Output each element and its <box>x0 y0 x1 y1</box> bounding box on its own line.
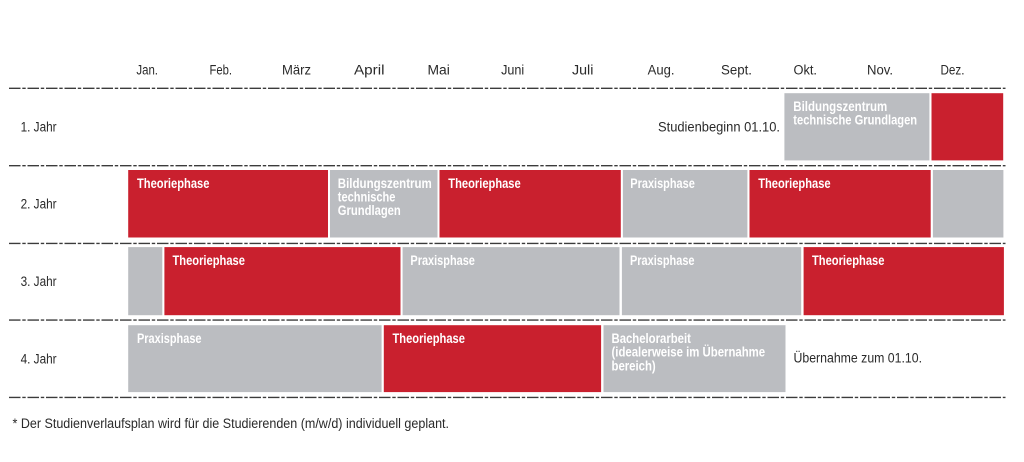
svg-text:Bachelorarbeit: Bachelorarbeit <box>612 331 692 347</box>
svg-text:Theoriephase: Theoriephase <box>812 253 884 269</box>
svg-text:Juli: Juli <box>572 63 593 79</box>
svg-text:Nov.: Nov. <box>867 63 893 79</box>
svg-text:Jan.: Jan. <box>136 63 158 79</box>
svg-text:Dez.: Dez. <box>941 63 965 79</box>
svg-text:April: April <box>354 63 385 79</box>
svg-text:Übernahme zum 01.10.: Übernahme zum 01.10. <box>794 349 923 367</box>
svg-text:Bildungszentrum: Bildungszentrum <box>793 99 887 115</box>
svg-text:Okt.: Okt. <box>794 63 818 79</box>
svg-text:Theoriephase: Theoriephase <box>758 176 830 192</box>
svg-text:Feb.: Feb. <box>210 63 233 79</box>
svg-text:Praxisphase: Praxisphase <box>137 331 202 347</box>
svg-text:Studienbeginn 01.10.: Studienbeginn 01.10. <box>658 120 780 136</box>
svg-text:Theoriephase: Theoriephase <box>448 176 520 192</box>
svg-text:3. Jahr: 3. Jahr <box>21 274 57 290</box>
svg-text:Praxisphase: Praxisphase <box>630 253 695 269</box>
svg-text:Sept.: Sept. <box>721 63 752 79</box>
svg-text:technische: technische <box>338 190 396 206</box>
svg-text:bereich): bereich) <box>612 358 656 374</box>
svg-text:Aug.: Aug. <box>648 63 675 79</box>
svg-text:Praxisphase: Praxisphase <box>630 176 695 192</box>
svg-text:4. Jahr: 4. Jahr <box>21 352 57 368</box>
svg-text:1. Jahr: 1. Jahr <box>21 120 57 136</box>
svg-text:Theoriephase: Theoriephase <box>173 253 245 269</box>
svg-text:Mai: Mai <box>428 63 450 79</box>
svg-text:Praxisphase: Praxisphase <box>410 253 475 269</box>
svg-text:Theoriephase: Theoriephase <box>393 331 465 347</box>
svg-text:2. Jahr: 2. Jahr <box>21 197 57 213</box>
svg-text:Theoriephase: Theoriephase <box>137 176 209 192</box>
svg-text:technische Grundlagen: technische Grundlagen <box>793 113 917 129</box>
svg-text:Juni: Juni <box>501 63 524 79</box>
svg-text:Bildungszentrum: Bildungszentrum <box>338 176 432 192</box>
svg-text:* Der Studienverlaufsplan wird: * Der Studienverlaufsplan wird für die S… <box>13 416 450 432</box>
svg-text:Grundlagen: Grundlagen <box>338 203 401 219</box>
svg-text:März: März <box>282 63 311 79</box>
svg-text:(idealerweise im Übernahme: (idealerweise im Übernahme <box>612 344 766 361</box>
